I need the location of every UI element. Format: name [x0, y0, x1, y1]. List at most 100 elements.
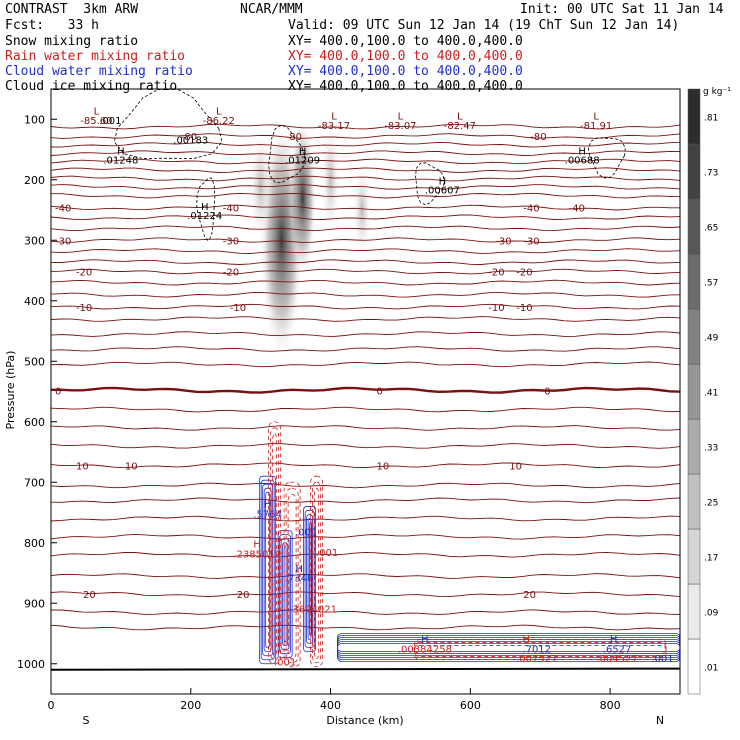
contour-annotation: L: [457, 111, 463, 122]
temperature-label: -20: [516, 268, 532, 279]
x-tick-label: 400: [320, 699, 341, 712]
temperature-contour-25: [51, 425, 680, 431]
temperature-label: 20: [523, 590, 536, 601]
contour-annotation: .5764: [253, 509, 282, 520]
plot-area: -80 -80 -80 -40 -40 -40 -40 -30 -30 -30 -30 -20 -20 -…: [51, 89, 680, 671]
rain-water-contour: [268, 421, 282, 665]
temperature-label: -20: [223, 268, 239, 279]
field-cloudwater-xy: XY= 400.0,100.0 to 400.0,400.0: [288, 64, 523, 79]
colorbar-swatch: [687, 308, 701, 365]
field-cloudice-name: Cloud ice mixing ratio: [5, 79, 178, 94]
x-tick-label: 800: [600, 699, 621, 712]
contour-annotation: L: [331, 111, 337, 122]
y-tick-label: 200: [24, 174, 45, 187]
colorbar-swatch: [687, 363, 701, 420]
temperature-contour-15: [51, 268, 680, 275]
contour-annotation: .6527: [603, 644, 632, 655]
valid-label: Valid: 09 UTC Sun 12 Jan 14 (19 ChT Sun …: [288, 18, 680, 33]
colorbar-tick-label: .01: [704, 664, 718, 674]
colorbar-tick-label: .25: [704, 499, 718, 509]
temperature-label: -30: [523, 236, 539, 247]
colorbar-tick-label: .49: [704, 334, 719, 344]
rain-water-band: [414, 642, 667, 657]
colorbar-tick-label: .33: [704, 444, 718, 454]
cloud-water-contour: [277, 530, 293, 659]
field-rain-xy: XY= 400.0,100.0 to 400.0,400.0: [288, 49, 523, 64]
contour-annotation: .00183: [173, 135, 208, 146]
colorbar-swatch: [687, 88, 701, 145]
y-tick-label: 700: [24, 476, 45, 489]
contour-annotation: H: [117, 146, 125, 157]
x-axis: 0 200 400 600 800: [48, 688, 621, 712]
contour-annotation: -82.47: [444, 121, 476, 132]
colorbar-swatch: [687, 528, 701, 585]
temperature-contour-18: [51, 303, 680, 310]
cloud-water-contour: [265, 491, 271, 649]
contour-annotation: H: [201, 202, 209, 213]
contour-annotation: .001: [99, 116, 121, 127]
temperature-contour-12: [51, 237, 680, 243]
temperature-contour-21: [51, 346, 680, 352]
temperature-label: -80: [530, 132, 546, 143]
colorbar-swatch: [687, 473, 701, 530]
rain-water-contour: [310, 475, 323, 668]
temperature-contour-1: [51, 133, 680, 139]
temperature-contour-19: [51, 316, 680, 322]
field-snow-name: Snow mixing ratio: [5, 34, 139, 49]
temperature-label: 0: [544, 386, 550, 397]
contour-annotation: -83.07: [384, 121, 416, 132]
rain-water-contour: [270, 427, 280, 661]
rain-water-contour: [287, 493, 297, 660]
colorbar-tick-label: .09: [704, 609, 719, 619]
x-tick-label: 200: [180, 699, 201, 712]
cloud-water-contour: [307, 518, 312, 641]
temperature-contour-14: [51, 259, 680, 265]
contour-annotation: .004527: [596, 654, 637, 665]
contour-annotation: .01224: [187, 211, 222, 222]
temperature-label: -20: [76, 268, 92, 279]
colorbar-tick-label: .41: [704, 389, 718, 399]
contour-annotation: -81.91: [580, 121, 612, 132]
contour-annotation: -85.60: [80, 116, 112, 127]
north-label: N: [656, 714, 664, 727]
temperature-contour-36: [51, 624, 680, 631]
contour-annotation: H: [522, 635, 530, 646]
temperature-contour-5: [51, 167, 680, 174]
y-tick-label: 600: [24, 416, 45, 429]
temperature-contour-28: [51, 482, 680, 489]
contour-annotation: H: [610, 635, 618, 646]
contour-annotation: L: [216, 106, 222, 117]
snow-shading-4: [320, 119, 341, 240]
y-tick-label: 300: [24, 234, 45, 247]
x-tick-label: 0: [48, 699, 55, 712]
temperature-contour-16: [51, 279, 680, 286]
temperature-label: 20: [237, 590, 250, 601]
temperature-label: -80: [286, 132, 302, 143]
colorbar-tick-label: .81: [704, 114, 718, 124]
y-tick-label: 800: [24, 537, 45, 550]
temperature-contour-26: [51, 443, 680, 449]
contour-annotation: L: [94, 106, 100, 117]
surface-line: [51, 667, 680, 671]
temperature-label: -10: [488, 303, 504, 314]
colorbar-swatch: [687, 143, 701, 200]
temperature-contour-32: [51, 551, 680, 558]
contour-annotation: L: [593, 111, 599, 122]
temperature-contour-10: [51, 214, 680, 221]
center-label: NCAR/MMM: [240, 2, 303, 17]
south-label: S: [83, 714, 90, 727]
temperature-contour-22: [51, 361, 680, 368]
contour-annotation: .3694021: [289, 604, 337, 615]
cloud-water-contour: [263, 487, 272, 653]
contour-annotation: .00688: [565, 155, 600, 166]
y-tick-label: 500: [24, 355, 45, 368]
contour-annotation: .001: [651, 654, 673, 665]
field-snow-xy: XY= 400.0,100.0 to 400.0,400.0: [288, 34, 523, 49]
temperature-contour-4: [51, 158, 680, 165]
field-cloudice-xy: XY= 400.0,100.0 to 400.0,400.0: [288, 79, 523, 94]
contour-annotation: .2385012: [233, 549, 281, 560]
rain-water-band: [414, 645, 667, 654]
cloud-water-contour: [303, 506, 316, 653]
temperature-label: 10: [125, 461, 138, 472]
